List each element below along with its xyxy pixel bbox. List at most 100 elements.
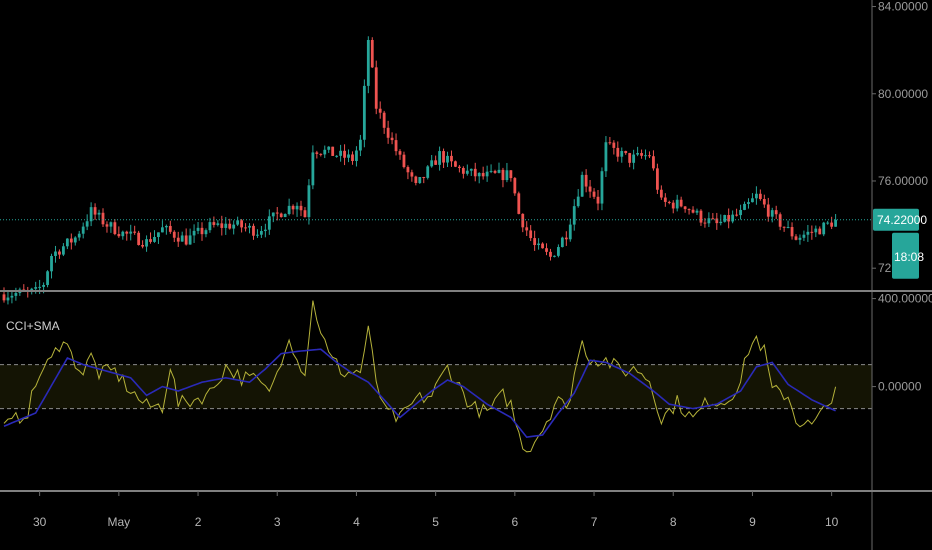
- candle-body: [758, 193, 762, 199]
- indicator-pane[interactable]: CCI+SMA: [0, 300, 872, 453]
- candle-body: [137, 232, 141, 245]
- candle-body: [46, 271, 49, 285]
- candle-body: [307, 185, 311, 218]
- candle-body: [778, 214, 782, 227]
- candle-body: [97, 212, 101, 215]
- candle-body: [335, 155, 339, 157]
- candle-body: [671, 202, 675, 209]
- candle-body: [38, 286, 42, 288]
- candle-body: [703, 222, 707, 224]
- candle-body: [129, 231, 133, 234]
- candle-body: [814, 228, 818, 233]
- candle-body: [196, 227, 200, 231]
- candle-body: [176, 237, 180, 242]
- candle-body: [636, 153, 639, 155]
- price-tick-label: 76.00000: [878, 174, 928, 188]
- candle-body: [299, 205, 303, 211]
- candle-body: [240, 220, 243, 228]
- candle-body: [422, 177, 426, 179]
- candle-body: [632, 154, 636, 163]
- candle-body: [604, 142, 608, 172]
- candle-body: [505, 170, 509, 181]
- candle-body: [616, 147, 620, 157]
- candle-body: [465, 170, 469, 174]
- candle-body: [418, 177, 422, 183]
- candle-body: [279, 213, 283, 218]
- time-tick-label: May: [108, 515, 131, 529]
- time-tick-label: 2: [195, 515, 202, 529]
- candle-body: [755, 193, 758, 199]
- candle-body: [386, 127, 390, 138]
- candle-body: [818, 228, 822, 235]
- candle-body: [351, 154, 354, 161]
- candle-body: [537, 243, 540, 246]
- candle-body: [414, 176, 418, 183]
- candle-body: [509, 170, 513, 179]
- candle-body: [30, 288, 34, 291]
- candle-body: [394, 140, 398, 152]
- candle-body: [248, 225, 251, 228]
- candle-body: [256, 234, 259, 236]
- candle-body: [117, 234, 121, 237]
- candle-body: [378, 108, 382, 113]
- candle-body: [806, 231, 810, 235]
- candle-body: [311, 152, 315, 186]
- candle-body: [188, 235, 192, 245]
- candle-body: [747, 202, 750, 204]
- candle-body: [719, 221, 723, 224]
- candle-body: [145, 239, 148, 247]
- candle-body: [485, 171, 489, 177]
- candle-body: [287, 205, 291, 215]
- candle-body: [34, 287, 38, 289]
- candle-body: [252, 225, 255, 236]
- candle-body: [343, 150, 346, 158]
- candle-body: [244, 227, 247, 229]
- candle-body: [572, 206, 576, 225]
- candle-body: [228, 223, 232, 229]
- candle-body: [711, 218, 715, 220]
- candle-body: [659, 189, 663, 198]
- candle-body: [295, 205, 299, 210]
- time-tick-label: 8: [670, 515, 677, 529]
- price-pane[interactable]: [0, 36, 872, 305]
- candle-body: [458, 166, 461, 168]
- time-tick-label: 4: [353, 515, 360, 529]
- candle-body: [687, 209, 691, 211]
- candle-body: [390, 137, 394, 141]
- candle-body: [14, 293, 18, 296]
- candle-body: [398, 151, 402, 155]
- candle-body: [101, 212, 105, 225]
- cci-band-fill: [0, 364, 872, 409]
- candle-body: [133, 231, 137, 233]
- time-tick-label: 10: [825, 515, 839, 529]
- candle-body: [200, 227, 204, 235]
- candle-body: [161, 227, 164, 233]
- candle-body: [612, 142, 616, 148]
- candle-body: [584, 174, 588, 187]
- candle-body: [501, 169, 505, 181]
- candle-body: [731, 214, 735, 222]
- candle-body: [442, 151, 445, 163]
- candle-body: [263, 229, 267, 232]
- candle-body: [430, 160, 434, 167]
- candle-body: [149, 239, 152, 242]
- candle-body: [220, 223, 224, 228]
- candle-body: [446, 155, 449, 163]
- candle-body: [366, 39, 370, 86]
- candle-body: [656, 168, 659, 190]
- candle-body: [798, 237, 802, 240]
- candle-body: [782, 226, 786, 228]
- price-badge: 74.22000 18:08: [873, 208, 927, 279]
- time-axis[interactable]: 30 May 2 3 4 5 6 7 8 9 10: [33, 491, 839, 529]
- candle-body: [315, 152, 319, 154]
- candle-body: [723, 215, 727, 222]
- candle-body: [790, 227, 794, 237]
- candle-body: [624, 151, 628, 154]
- candle-body: [469, 168, 473, 171]
- candle-body: [6, 297, 10, 301]
- candle-body: [533, 238, 537, 246]
- candle-body: [667, 201, 671, 203]
- candle-body: [497, 169, 501, 173]
- candle-body: [216, 223, 220, 225]
